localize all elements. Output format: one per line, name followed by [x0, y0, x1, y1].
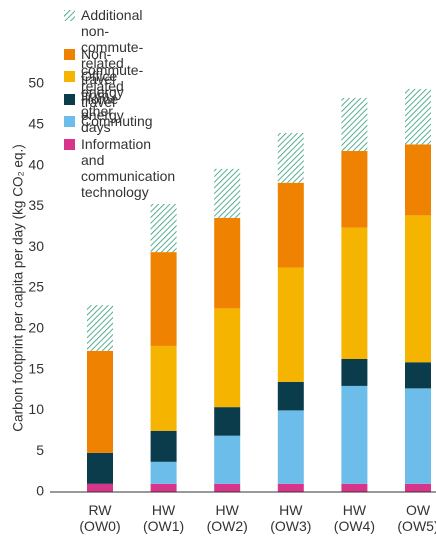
- bar-segment: [341, 483, 368, 492]
- legend-marker: [64, 138, 75, 150]
- bar-segment: [150, 252, 177, 346]
- legend-marker: [64, 116, 75, 127]
- legend-swatch: [64, 10, 75, 21]
- legend-label: Additional non-commute-related travel fr…: [81, 7, 144, 135]
- bar-segment: [277, 267, 304, 382]
- legend-marker: [64, 48, 75, 60]
- legend-item: Office energy: [64, 68, 124, 100]
- y-tick-label: 0: [36, 483, 44, 499]
- bar-segment: [277, 483, 304, 492]
- y-tick-label: 5: [36, 442, 44, 458]
- bar-segment: [214, 435, 241, 484]
- bar-segment: [405, 362, 431, 389]
- bar-segment: [341, 358, 368, 386]
- y-tick-label: 30: [28, 238, 44, 254]
- bar-segment: [214, 483, 241, 492]
- bar-segment: [87, 305, 113, 351]
- bar-segment: [405, 215, 431, 363]
- bar-segment: [87, 483, 113, 492]
- bar-segment: [150, 461, 177, 484]
- bar-segment: [214, 217, 241, 309]
- legend-label: Home energy: [81, 90, 124, 123]
- bar-segment: [214, 168, 241, 218]
- legend-item: Commuting: [64, 113, 153, 129]
- bar-segment: [150, 203, 177, 253]
- legend-label: Non-commute-related travel: [81, 45, 144, 110]
- legend-item: Non-commute-related travel: [64, 46, 143, 110]
- bar-segment: [405, 388, 431, 484]
- legend-swatch: [64, 71, 75, 82]
- x-tick-label: HW (OW2): [206, 502, 248, 534]
- bar-segment: [277, 182, 304, 268]
- y-tick-label: 15: [28, 360, 44, 376]
- y-tick-label: 35: [28, 197, 44, 213]
- bar-segment: [341, 97, 368, 151]
- y-tick-label: 50: [28, 75, 44, 91]
- bar-segment: [405, 144, 431, 216]
- bar-segment: [87, 350, 113, 453]
- y-tick-label: 25: [28, 279, 44, 295]
- legend-swatch: [64, 116, 75, 127]
- legend-label: Commuting: [81, 113, 153, 129]
- legend-swatch: [64, 138, 75, 150]
- x-tick-label: HW (OW4): [333, 502, 375, 534]
- legend-marker: [64, 71, 75, 82]
- legend-swatch: [64, 48, 75, 60]
- bar-segment: [405, 88, 431, 145]
- bar-segment: [214, 407, 241, 436]
- bar-segment: [341, 150, 368, 228]
- bar-segment: [277, 381, 304, 411]
- bar-segment: [277, 132, 304, 183]
- legend-swatch: [64, 93, 75, 105]
- bar-segment: [405, 483, 431, 492]
- y-tick-label: 40: [28, 156, 44, 172]
- legend-item: Information and communication technology: [64, 136, 175, 200]
- bar-segment: [150, 345, 177, 431]
- legend-item: Home energy: [64, 91, 124, 123]
- bar-segment: [150, 483, 177, 492]
- bar-segment: [214, 308, 241, 408]
- legend-marker: [64, 10, 75, 21]
- bar-segment: [150, 430, 177, 462]
- legend-label: Office energy: [81, 68, 124, 100]
- x-tick-label: RW (OW0): [79, 502, 121, 534]
- x-tick-label: HW (OW3): [270, 502, 312, 534]
- legend-item: Additional non-commute-related travel fr…: [64, 7, 143, 135]
- y-tick-label: 10: [28, 401, 44, 417]
- bar-segment: [341, 227, 368, 359]
- bar-segment: [87, 452, 113, 484]
- bar-segment: [277, 410, 304, 484]
- x-tick-label: HW (OW1): [142, 502, 185, 534]
- bar-segment: [341, 385, 368, 484]
- x-tick-label: OW (OW5): [397, 502, 436, 534]
- y-axis-label: Carbon footprint per capita per day (kg …: [11, 144, 26, 431]
- legend-marker: [64, 93, 75, 105]
- y-tick-label: 20: [28, 320, 44, 336]
- y-tick-label: 45: [28, 116, 44, 132]
- legend-label: Information and communication technology: [81, 135, 176, 200]
